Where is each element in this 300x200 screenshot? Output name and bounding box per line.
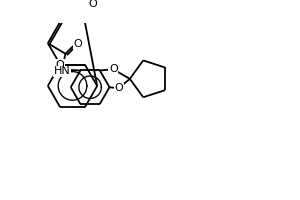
Text: HN: HN xyxy=(54,66,70,76)
Text: O: O xyxy=(88,0,97,9)
Text: O: O xyxy=(109,64,118,74)
Text: O: O xyxy=(56,60,64,70)
Text: O: O xyxy=(74,39,82,49)
Text: O: O xyxy=(114,83,123,93)
